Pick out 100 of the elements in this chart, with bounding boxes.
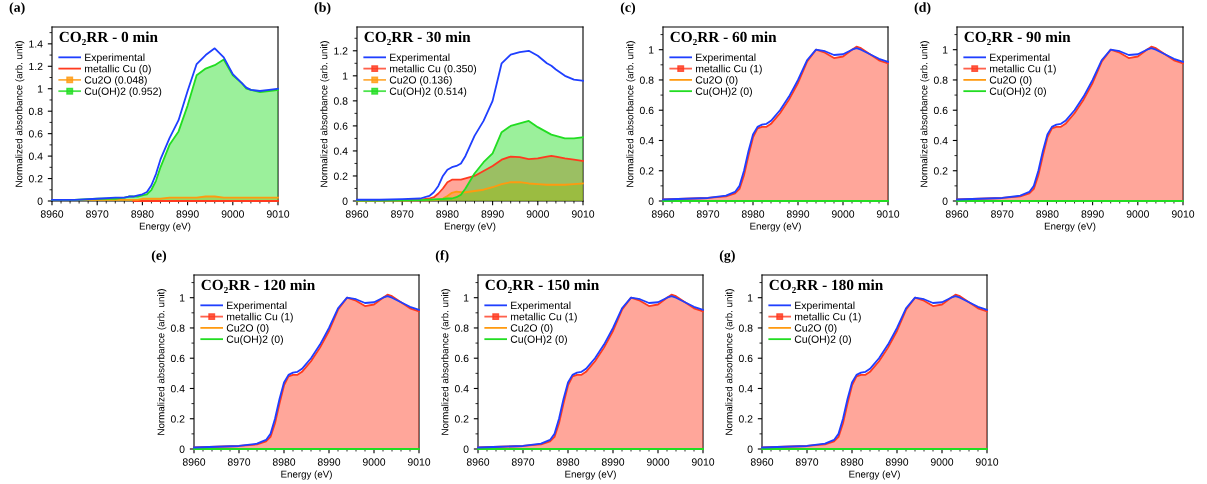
legend-label: Experimental (85, 53, 145, 64)
y-tick-label: 0.2 (454, 415, 469, 423)
y-tick-label: 1 (37, 85, 43, 93)
y-tick-label: 1.4 (29, 40, 43, 48)
x-tick-label: 8960 (945, 210, 969, 218)
x-axis-title: Energy (eV) (139, 222, 191, 232)
x-tick-label: 8990 (885, 458, 909, 466)
x-tick-label: 8990 (481, 210, 504, 218)
y-tick-label: 0.4 (170, 384, 185, 393)
x-tick-label: 9010 (975, 458, 999, 466)
y-tick-label: 0.2 (933, 167, 948, 175)
y-tick-label: 0.2 (170, 415, 185, 423)
y-axis-title: Normalized absorbance (arb. unit) (626, 41, 636, 187)
y-tick-label: 1 (463, 294, 469, 302)
x-tick-label: 8980 (741, 210, 765, 218)
x-tick-label: 8980 (272, 458, 296, 466)
y-tick-label: 0.6 (933, 106, 948, 115)
x-tick-label: 8980 (840, 458, 864, 466)
y-tick-label: 0.4 (28, 152, 43, 160)
legend-label: Cu(OH)2 (0) (510, 335, 567, 345)
y-tick-label: 0 (463, 445, 469, 453)
y-tick-label: 1 (342, 72, 348, 80)
text: (a) (9, 2, 25, 15)
legend-label: Experimental (511, 301, 571, 312)
chart-title: CO₂RR - 30 min (364, 31, 471, 45)
x-tick-label: 8960 (345, 210, 369, 218)
y-tick-label: 0.6 (28, 130, 43, 138)
y-axis-title: Normalized absorbance (arb. unit) (15, 41, 25, 187)
legend-label: Experimental (227, 301, 287, 312)
chart-title: CO₂RR - 0 min (59, 31, 158, 45)
x-tick-label: 8970 (86, 210, 109, 218)
y-tick-label: 0.6 (738, 354, 753, 363)
y-tick-label: 0.8 (170, 324, 185, 332)
x-tick-label: 8990 (601, 458, 625, 466)
legend-label: Experimental (390, 53, 450, 64)
x-tick-label: 9010 (266, 210, 290, 218)
y-tick-label: 1 (747, 294, 753, 302)
chart-title: CO₂RR - 120 min (201, 279, 316, 293)
legend-label: metallic Cu (1) (695, 64, 762, 75)
text: (f) (435, 250, 449, 263)
chart-title: CO₂RR - 180 min (769, 279, 884, 293)
y-tick-label: 0.6 (454, 354, 469, 363)
y-tick-label: 0.8 (738, 324, 753, 332)
text: (b) (314, 2, 331, 15)
text: (c) (620, 2, 636, 15)
x-axis-title: Energy (eV) (565, 470, 616, 480)
x-tick-label: 9000 (646, 458, 670, 466)
y-tick-label: 0.8 (933, 76, 948, 84)
x-tick-label: 9000 (526, 210, 549, 218)
y-tick-label: 1 (648, 46, 654, 54)
y-axis-title: Normalized absorbance (arb. unit) (441, 289, 451, 435)
x-tick-label: 8960 (466, 458, 490, 466)
y-tick-label: 1 (179, 294, 185, 302)
y-tick-label: 0 (342, 197, 348, 205)
x-axis-title: Energy (eV) (1044, 222, 1096, 232)
legend-label: Cu2O (0) (510, 323, 553, 334)
y-tick-label: 0 (179, 445, 185, 453)
y-tick-label: 0.6 (170, 354, 185, 363)
x-tick-label: 8990 (317, 458, 341, 466)
y-tick-label: 0.6 (639, 106, 654, 115)
y-tick-label: 0.2 (639, 167, 654, 175)
legend-label: Cu(OH)2 (0) (226, 335, 283, 345)
x-tick-label: 9010 (571, 210, 595, 218)
y-tick-label: 1.2 (334, 47, 348, 55)
x-tick-label: 8970 (227, 458, 251, 466)
x-tick-label: 8990 (786, 210, 810, 218)
x-tick-label: 9000 (930, 458, 954, 466)
x-tick-label: 8970 (795, 458, 819, 466)
y-tick-label: 0.4 (333, 147, 348, 155)
chart-title: CO₂RR - 150 min (485, 279, 600, 293)
x-axis-title: Energy (eV) (444, 222, 496, 232)
y-tick-label: 1 (942, 46, 948, 54)
y-tick-label: 0.8 (454, 324, 469, 332)
y-tick-label: 0.2 (738, 415, 753, 423)
legend-label: metallic Cu (1) (226, 312, 293, 323)
chart-title: CO₂RR - 60 min (670, 31, 777, 45)
x-axis-title: Energy (eV) (849, 470, 900, 480)
x-tick-label: 8970 (991, 210, 1014, 218)
y-axis-title: Normalized absorbance (arb. unit) (157, 289, 167, 435)
x-tick-label: 9010 (691, 458, 715, 466)
y-tick-label: 0 (747, 445, 753, 453)
text: (d) (914, 2, 931, 15)
legend-label: Cu(OH)2 (0.952) (84, 87, 162, 97)
x-tick-label: 9010 (407, 458, 431, 466)
y-axis-title: Normalized absorbance (arb. unit) (725, 289, 735, 435)
y-tick-label: 0.8 (333, 97, 348, 105)
text: (e) (151, 250, 167, 263)
legend-label: Cu(OH)2 (0.514) (389, 87, 467, 97)
y-tick-label: 0.6 (333, 122, 348, 130)
y-tick-label: 0.2 (28, 175, 43, 183)
x-tick-label: 8980 (1036, 210, 1059, 218)
x-tick-label: 8990 (176, 210, 199, 218)
y-tick-label: 0 (648, 197, 654, 205)
x-tick-label: 8970 (511, 458, 535, 466)
legend-label: metallic Cu (1) (510, 312, 577, 323)
y-tick-label: 0.4 (639, 136, 654, 145)
legend-label: Cu2O (0) (226, 323, 269, 334)
legend-label: Experimental (696, 53, 756, 64)
legend-label: metallic Cu (0) (84, 64, 151, 75)
legend-label: Cu2O (0) (989, 75, 1032, 86)
